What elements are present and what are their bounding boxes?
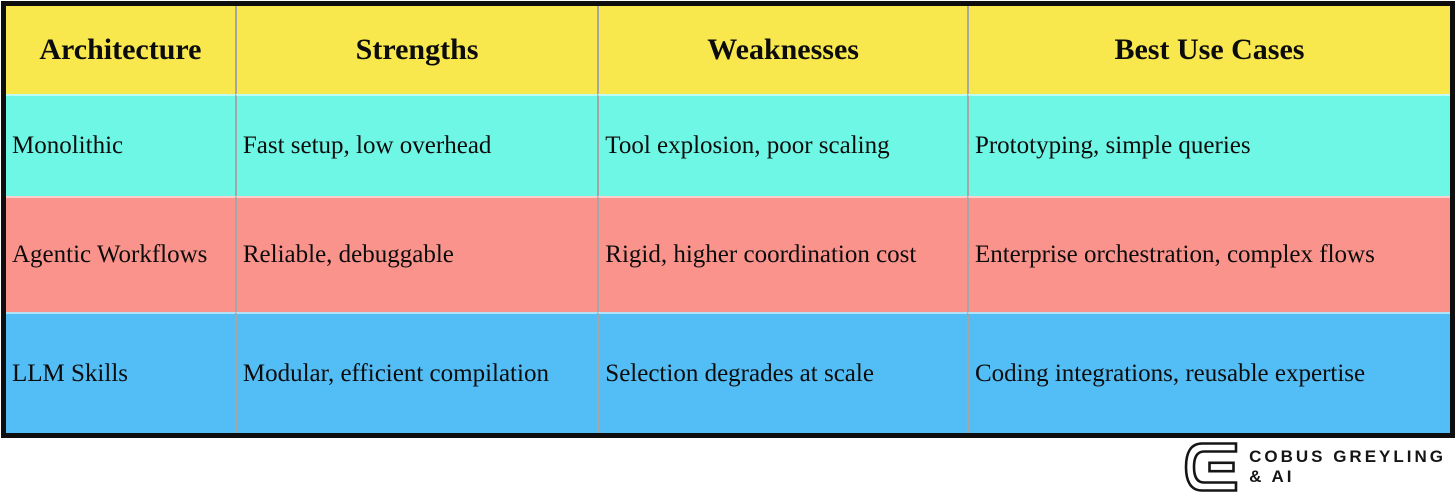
table-cell-monolithic-weaknesses: Tool explosion, poor scaling bbox=[597, 94, 967, 196]
table-cell-llm-skills-strengths: Modular, efficient compilation bbox=[234, 312, 598, 433]
table-cell-monolithic-strengths: Fast setup, low overhead bbox=[234, 94, 598, 196]
table-cell-llm-skills-architecture: LLM Skills bbox=[6, 312, 235, 433]
table-cell-agentic-workflows-architecture: Agentic Workflows bbox=[6, 196, 235, 312]
column-header-best-use-cases: Best Use Cases bbox=[966, 6, 1450, 94]
column-header-weaknesses: Weaknesses bbox=[597, 6, 967, 94]
column-header-architecture: Architecture bbox=[6, 6, 235, 94]
cg-monogram-icon bbox=[1184, 442, 1238, 492]
table-cell-llm-skills-weaknesses: Selection degrades at scale bbox=[597, 312, 967, 433]
table-cell-agentic-workflows-strengths: Reliable, debuggable bbox=[234, 196, 598, 312]
branding-name-line2: & AI bbox=[1249, 467, 1295, 486]
table-cell-monolithic-architecture: Monolithic bbox=[6, 94, 235, 196]
branding-name-line1: COBUS GREYLING bbox=[1249, 447, 1446, 467]
table-cell-agentic-workflows-weaknesses: Rigid, higher coordination cost bbox=[597, 196, 967, 312]
column-header-strengths: Strengths bbox=[234, 6, 598, 94]
table-cell-monolithic-best-use-cases: Prototyping, simple queries bbox=[966, 94, 1450, 196]
table-cell-agentic-workflows-best-use-cases: Enterprise orchestration, complex flows bbox=[966, 196, 1450, 312]
branding-name: COBUS GREYLING & AI bbox=[1249, 447, 1446, 486]
branding-footer: COBUS GREYLING & AI bbox=[1183, 438, 1446, 496]
table-cell-llm-skills-best-use-cases: Coding integrations, reusable expertise bbox=[966, 312, 1450, 433]
architecture-comparison-table: Architecture Strengths Weaknesses Best U… bbox=[1, 1, 1455, 438]
